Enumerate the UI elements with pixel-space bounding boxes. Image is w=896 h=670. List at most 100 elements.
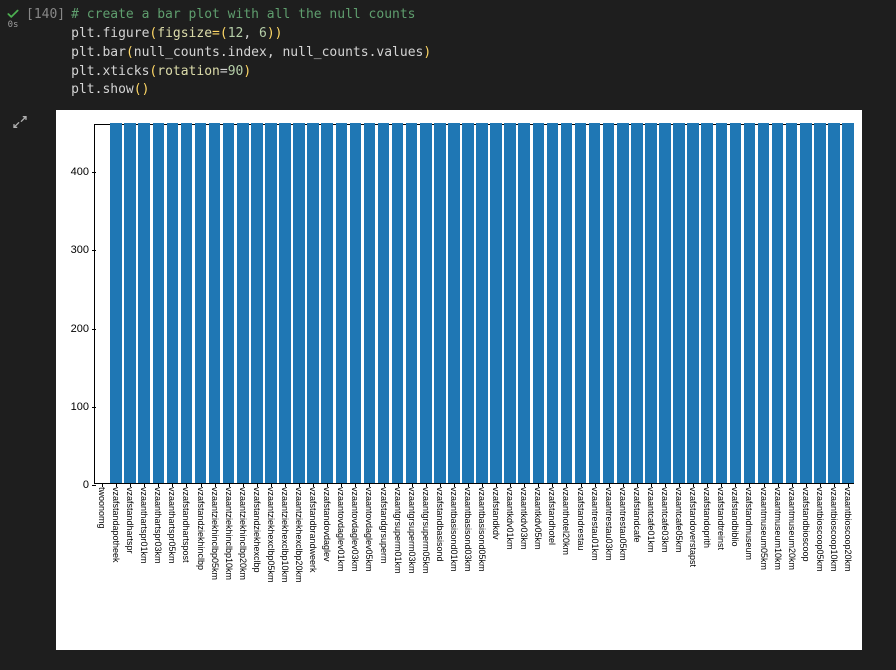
x-tick-label: vzafstandgrsuperm bbox=[379, 487, 389, 564]
expand-icon[interactable] bbox=[12, 114, 28, 130]
code-line: plt.xticks(rotation=90) bbox=[71, 63, 431, 82]
x-tick-label: vzaantbioscoop05km bbox=[815, 487, 825, 572]
bar bbox=[336, 123, 348, 483]
x-tick-label: vzaantrestau05km bbox=[618, 487, 628, 561]
x-tick-label: vzafstandhartspost bbox=[181, 487, 191, 563]
x-tick-label: vzaanthartspr03km bbox=[153, 487, 163, 564]
x-tick-label: vzafstandbioscoop bbox=[801, 487, 811, 562]
x-tick-label: vzaantkdv01km bbox=[505, 487, 515, 550]
y-tick-label: 200 bbox=[71, 323, 95, 335]
bar bbox=[364, 123, 376, 483]
x-tick-label: vzaantovdaglev05km bbox=[364, 487, 374, 572]
bar bbox=[350, 123, 362, 483]
exec-status: 0s bbox=[6, 7, 20, 30]
x-tick-label: vzafstandbasisond bbox=[435, 487, 445, 562]
bar bbox=[490, 123, 502, 483]
bar bbox=[504, 123, 516, 483]
x-tick-label: vzaantbasisond03km bbox=[463, 487, 473, 572]
exec-time: 0s bbox=[8, 21, 19, 30]
x-tick-label: vzaantcafe03km bbox=[660, 487, 670, 553]
bar bbox=[378, 123, 390, 483]
check-icon bbox=[6, 7, 20, 21]
code-line: plt.figure(figsize=(12, 6)) bbox=[71, 25, 431, 44]
bar bbox=[110, 123, 122, 483]
bar bbox=[223, 123, 235, 483]
y-tick-label: 300 bbox=[71, 244, 95, 256]
output-row: 0100200300400twoonomgvzafstandapotheekvz… bbox=[0, 106, 896, 660]
bar bbox=[265, 123, 277, 483]
bar bbox=[589, 123, 601, 483]
x-tick-label: vzaantbasisond05km bbox=[477, 487, 487, 572]
x-tick-label: vzaantovdaglev01km bbox=[336, 487, 346, 572]
x-tick-label: vzaantovdaglev03km bbox=[350, 487, 360, 572]
bar bbox=[321, 123, 333, 483]
x-tick-label: vzaantcafe05km bbox=[674, 487, 684, 553]
output-gutter[interactable] bbox=[6, 110, 34, 130]
bar bbox=[195, 123, 207, 483]
x-tick-label: vzaantkdv03km bbox=[519, 487, 529, 550]
bar bbox=[786, 123, 798, 483]
bar bbox=[575, 123, 587, 483]
x-tick-label: vzaantkdv05km bbox=[533, 487, 543, 550]
bar bbox=[434, 123, 446, 483]
bar bbox=[828, 123, 840, 483]
x-tick-label: vzaantziekhinclbp10km bbox=[224, 487, 234, 580]
x-tick-label: vzafstandoprith bbox=[702, 487, 712, 548]
bar bbox=[392, 123, 404, 483]
x-tick-label: vzaanthartspr05km bbox=[167, 487, 177, 564]
x-tick-label: vzaantziekhinclbp05km bbox=[210, 487, 220, 580]
bar bbox=[603, 123, 615, 483]
x-tick-label: vzafstandovdaglev bbox=[322, 487, 332, 562]
x-tick-label: vzafstandhartspr bbox=[125, 487, 135, 554]
x-tick-label: vzaantgrsuperm03km bbox=[407, 487, 417, 574]
bar bbox=[124, 123, 136, 483]
x-tick-label: vzaantrestau03km bbox=[604, 487, 614, 561]
bar bbox=[279, 123, 291, 483]
bar bbox=[420, 123, 432, 483]
bar bbox=[533, 123, 545, 483]
x-tick-label: vzafstandziekhexclbp bbox=[252, 487, 262, 573]
x-tick-label: vzaantmuseum20km bbox=[787, 487, 797, 570]
bar bbox=[673, 123, 685, 483]
chart-output: 0100200300400twoonomgvzafstandapotheekvz… bbox=[56, 110, 862, 650]
bar bbox=[293, 123, 305, 483]
bar bbox=[561, 123, 573, 483]
x-tick-label: vzaantbioscoop20km bbox=[843, 487, 853, 572]
x-tick-label: vzaantgrsuperm05km bbox=[421, 487, 431, 574]
bar bbox=[645, 123, 657, 483]
x-tick-label: vzafstandrestau bbox=[576, 487, 586, 551]
bar bbox=[209, 123, 221, 483]
x-tick-label: vzafstandapotheek bbox=[111, 487, 121, 563]
bar bbox=[167, 123, 179, 483]
x-tick-label: vzaantbasisond01km bbox=[449, 487, 459, 572]
x-tick-label: vzafstandtreinst bbox=[716, 487, 726, 550]
x-tick-label: vzaantziekhexclbp20km bbox=[294, 487, 304, 583]
bar bbox=[406, 123, 418, 483]
bar bbox=[772, 123, 784, 483]
bar bbox=[659, 123, 671, 483]
code-line: # create a bar plot with all the null co… bbox=[71, 6, 431, 25]
y-tick-label: 0 bbox=[83, 479, 95, 491]
x-tick-label: vzafstandbrandweerk bbox=[308, 487, 318, 573]
plot-frame: 0100200300400twoonomgvzafstandapotheekvz… bbox=[94, 124, 854, 484]
y-tick-label: 400 bbox=[71, 166, 95, 178]
bar bbox=[251, 123, 263, 483]
bar bbox=[153, 123, 165, 483]
x-tick-label: vzaantziekhexclbp05km bbox=[266, 487, 276, 583]
x-tick-label: vzaantcafe01km bbox=[646, 487, 656, 553]
code-line: plt.show() bbox=[71, 81, 431, 100]
bar bbox=[307, 123, 319, 483]
bar bbox=[237, 123, 249, 483]
y-tick-label: 100 bbox=[71, 401, 95, 413]
bar bbox=[462, 123, 474, 483]
bar bbox=[730, 123, 742, 483]
x-tick-label: vzaanthartspr01km bbox=[139, 487, 149, 564]
bar bbox=[617, 123, 629, 483]
x-tick-label: vzafstandkdv bbox=[491, 487, 501, 540]
code-block[interactable]: # create a bar plot with all the null co… bbox=[65, 6, 431, 100]
bar bbox=[181, 123, 193, 483]
exec-count: [140] bbox=[26, 7, 65, 22]
x-tick-label: vzaantmuseum10km bbox=[773, 487, 783, 570]
x-tick-label: vzafstandziekhinclbp bbox=[196, 487, 206, 570]
x-tick-label: vzafstandcafe bbox=[632, 487, 642, 543]
